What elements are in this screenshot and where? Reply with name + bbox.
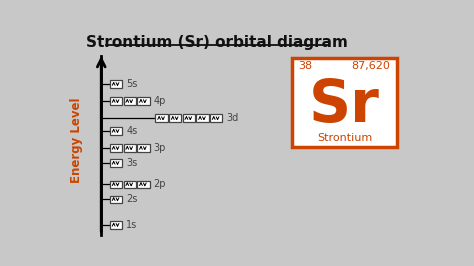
Bar: [110, 144, 122, 152]
Bar: [110, 196, 122, 203]
Bar: [196, 114, 209, 122]
Text: 2s: 2s: [126, 194, 137, 204]
Bar: [124, 181, 136, 188]
Bar: [124, 144, 136, 152]
Text: Energy Level: Energy Level: [70, 98, 83, 184]
Bar: [137, 97, 149, 105]
Bar: [110, 159, 122, 167]
Text: Strontium: Strontium: [317, 133, 372, 143]
Text: 2p: 2p: [154, 180, 166, 189]
Text: 3p: 3p: [154, 143, 166, 153]
Bar: [110, 97, 122, 105]
Bar: [183, 114, 195, 122]
FancyBboxPatch shape: [292, 57, 397, 147]
Bar: [110, 221, 122, 229]
Text: 4s: 4s: [126, 126, 137, 136]
Bar: [210, 114, 222, 122]
Text: 4p: 4p: [154, 96, 166, 106]
Text: 5s: 5s: [126, 79, 137, 89]
Text: Strontium (Sr) orbital diagram: Strontium (Sr) orbital diagram: [86, 35, 347, 50]
Text: 38: 38: [298, 61, 312, 71]
Bar: [124, 97, 136, 105]
Bar: [110, 127, 122, 135]
Text: 1s: 1s: [126, 220, 137, 230]
Bar: [110, 181, 122, 188]
Bar: [169, 114, 182, 122]
Text: Sr: Sr: [309, 77, 380, 134]
Bar: [137, 144, 149, 152]
Bar: [137, 181, 149, 188]
Bar: [155, 114, 168, 122]
Text: 87,620: 87,620: [352, 61, 391, 71]
Text: 3s: 3s: [126, 158, 137, 168]
Text: 3d: 3d: [226, 113, 238, 123]
Bar: [110, 80, 122, 88]
